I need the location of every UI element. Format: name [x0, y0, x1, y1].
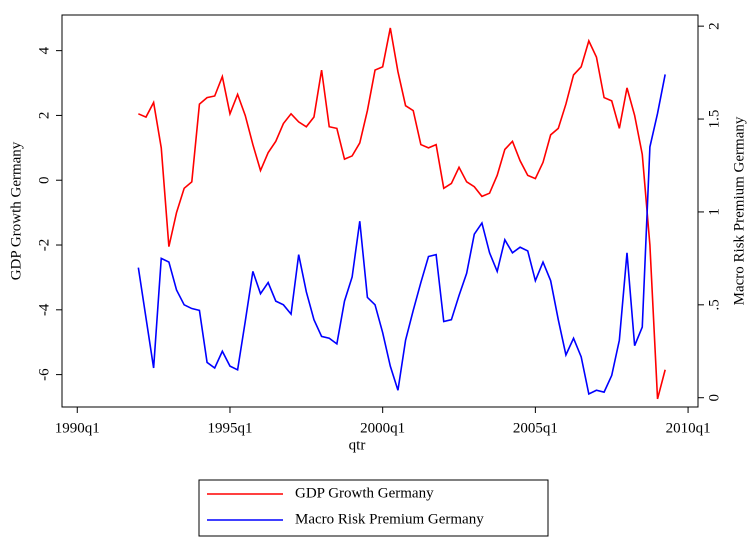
line-series: [138, 27, 666, 400]
x-tick-label: 2005q1: [513, 420, 558, 436]
x-tick-label: 2000q1: [360, 420, 405, 436]
y-tick-label: 2: [36, 112, 52, 120]
x-axis-title: qtr: [349, 437, 366, 453]
x-tick-label: 1990q1: [55, 420, 100, 436]
plot-frame: [61, 14, 699, 408]
line-series: [137, 74, 666, 396]
x-tick-label: 1995q1: [207, 420, 252, 436]
y-tick-label: 0: [36, 176, 52, 184]
y2-axis-title: Macro Risk Premium Germany: [731, 116, 747, 305]
y2-tick-label: 0: [706, 394, 722, 402]
y2-tick-label: 2: [706, 22, 722, 30]
legend-label: Macro Risk Premium Germany: [295, 511, 484, 527]
y2-tick-label: .5: [706, 299, 722, 310]
y-tick-label: -2: [36, 239, 52, 252]
y-axis-title: GDP Growth Germany: [8, 141, 24, 280]
y-tick-label: -6: [36, 368, 52, 381]
legend-box: [198, 479, 549, 537]
y-tick-label: 4: [36, 46, 52, 54]
y2-tick-label: 1: [706, 208, 722, 216]
y2-tick-label: 1.5: [706, 110, 722, 129]
x-tick-label: 2010q1: [666, 420, 711, 436]
legend-label: GDP Growth Germany: [295, 485, 434, 501]
y-tick-label: -4: [36, 303, 52, 316]
